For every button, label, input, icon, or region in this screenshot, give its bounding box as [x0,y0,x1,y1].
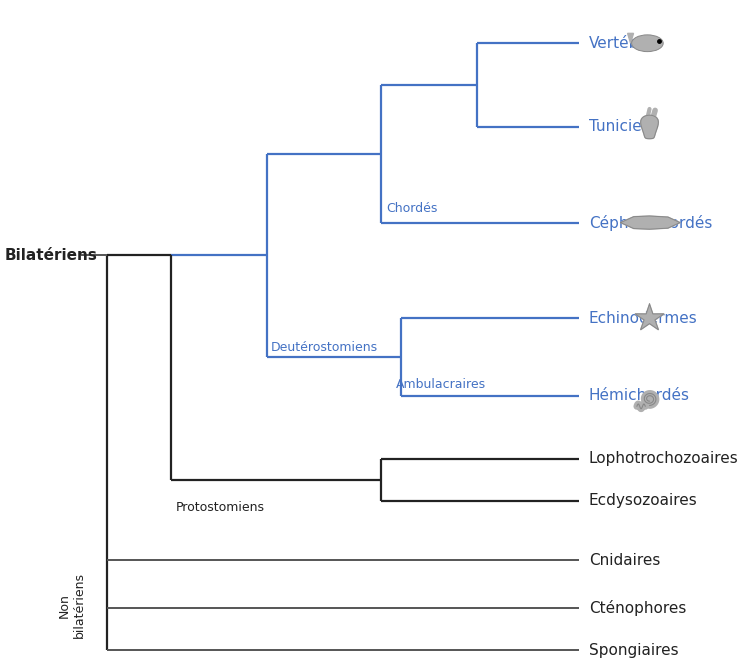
Text: Spongiaires: Spongiaires [589,642,679,658]
Text: Vertébrés: Vertébrés [589,36,663,51]
Text: Céphalochordés: Céphalochordés [589,215,712,231]
Text: Ecdysozoaires: Ecdysozoaires [589,493,698,508]
Text: Cténophores: Cténophores [589,600,686,616]
Text: Cnidaires: Cnidaires [589,553,660,568]
Text: Deutérostomiens: Deutérostomiens [271,340,378,354]
Polygon shape [628,33,634,43]
Text: Echinodermes: Echinodermes [589,311,698,326]
Text: Protostomiens: Protostomiens [176,500,265,514]
Polygon shape [640,115,658,139]
Text: Ambulacraires: Ambulacraires [395,378,485,391]
Text: Lophotrochozoaires: Lophotrochozoaires [589,451,739,466]
Polygon shape [635,304,664,330]
Text: Bilatériens: Bilatériens [4,248,98,263]
Polygon shape [620,216,680,229]
Text: Non
bilatériens: Non bilatériens [58,572,86,639]
Ellipse shape [632,35,663,52]
Text: Hémichordés: Hémichordés [589,389,690,403]
Text: Chordés: Chordés [386,202,437,215]
Text: Tuniciers: Tuniciers [589,120,656,134]
